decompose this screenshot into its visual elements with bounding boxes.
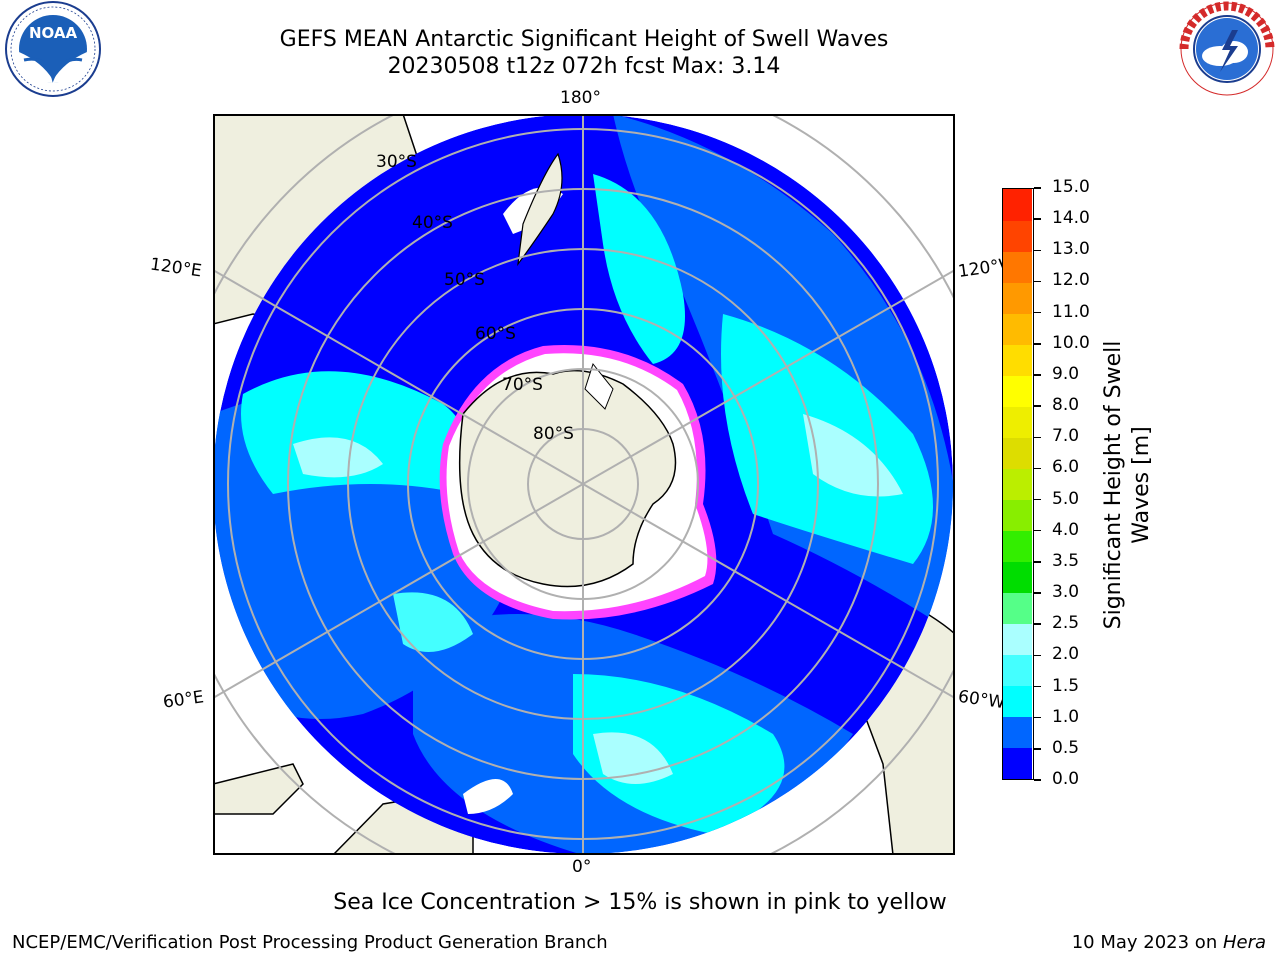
colorbar-tick-label: 1.0 — [1052, 706, 1080, 727]
colorbar-segment — [1003, 220, 1032, 252]
colorbar-tick-mark — [1034, 529, 1041, 532]
lat-label-70s: 70°S — [502, 375, 543, 395]
ocean-cyan-west — [241, 371, 470, 494]
lat-label-50s: 50°S — [444, 270, 485, 290]
colorbar-tick-label: 15.0 — [1052, 177, 1090, 197]
colorbar-tick-label: 4.0 — [1052, 519, 1080, 540]
colorbar-tick-label: 0.5 — [1052, 737, 1080, 758]
colorbar-tick-mark — [1034, 779, 1041, 781]
ocean-light-patch-1 — [293, 437, 383, 478]
colorbar-tick-mark — [1034, 498, 1041, 501]
ocean-cyan-south — [573, 674, 785, 834]
colorbar-tick-mark — [1034, 748, 1041, 750]
colorbar-segment — [1003, 654, 1032, 686]
colorbar-tick-label: 6.0 — [1052, 457, 1080, 478]
colorbar-segment — [1003, 561, 1032, 593]
map-frame — [213, 114, 955, 855]
colorbar-tick-mark — [1034, 623, 1041, 625]
colorbar-tick-label: 5.0 — [1052, 488, 1080, 509]
colorbar-segment — [1003, 499, 1032, 531]
footer-machine: Hera — [1222, 932, 1266, 953]
colorbar-segment — [1003, 685, 1032, 717]
colorbar-tick-label: 3.5 — [1052, 550, 1080, 571]
colorbar-tick-mark — [1034, 343, 1041, 345]
ocean-cyan-north — [593, 174, 685, 364]
colorbar-segment — [1003, 623, 1032, 655]
colorbar-tick-mark — [1034, 280, 1041, 283]
lon-label-60e: 60°E — [161, 687, 206, 713]
colorbar-segment — [1003, 468, 1032, 500]
polar-map — [213, 114, 955, 855]
colorbar-tick-mark — [1034, 436, 1041, 438]
colorbar-tick-label: 11.0 — [1052, 301, 1090, 322]
colorbar-tick-mark — [1034, 592, 1041, 594]
colorbar-tick-mark — [1034, 405, 1041, 407]
colorbar-tick-label: 7.0 — [1052, 426, 1080, 447]
longitude-grid — [213, 114, 955, 855]
colorbar-tick-mark — [1034, 187, 1041, 189]
colorbar-tick-mark — [1034, 654, 1041, 657]
lon-label-60w: 60°W — [956, 686, 1007, 714]
colorbar-segment — [1003, 437, 1032, 469]
colorbar-segment — [1003, 189, 1032, 221]
ocean-light-patch-4 — [393, 592, 473, 652]
colorbar-tick-label: 12.0 — [1052, 270, 1090, 291]
chart-subtitle: 20230508 t12z 072h fcst Max: 3.14 — [387, 54, 781, 79]
colorbar-segment — [1003, 716, 1032, 748]
lat-label-80s: 80°S — [533, 424, 574, 444]
colorbar-tick-label: 1.5 — [1052, 675, 1080, 696]
colorbar-tick-mark — [1034, 311, 1041, 314]
colorbar-segment — [1003, 406, 1032, 438]
footer-date: 10 May 2023 on Hera — [1072, 932, 1266, 953]
colorbar-tick-label: 2.5 — [1052, 613, 1080, 634]
colorbar-segment — [1003, 592, 1032, 624]
colorbar-segment — [1003, 313, 1032, 345]
sea-ice-note: Sea Ice Concentration > 15% is shown in … — [333, 890, 947, 915]
colorbar — [1002, 188, 1034, 780]
colorbar-tick-label: 9.0 — [1052, 363, 1080, 384]
new-zealand — [517, 152, 563, 267]
colorbar-tick-mark — [1034, 716, 1041, 719]
colorbar-tick-label: 8.0 — [1052, 395, 1080, 416]
colorbar-segment — [1003, 747, 1032, 779]
colorbar-tick-label: 10.0 — [1052, 332, 1090, 353]
lat-label-40s: 40°S — [412, 213, 453, 233]
nws-logo-icon — [1179, 1, 1275, 96]
lon-label-0: 0° — [572, 857, 592, 877]
colorbar-tick-mark — [1034, 218, 1041, 220]
lat-label-60s: 60°S — [475, 324, 516, 344]
colorbar-tick-mark — [1034, 249, 1041, 252]
colorbar-tick-mark — [1034, 374, 1041, 376]
colorbar-segment — [1003, 344, 1032, 376]
colorbar-label: Significant Height of Swell Waves [m] — [1101, 340, 1154, 630]
colorbar-tick-mark — [1034, 467, 1041, 470]
lon-label-180: 180° — [560, 88, 601, 108]
missing-data-south — [463, 779, 513, 814]
colorbar-segment — [1003, 251, 1032, 283]
colorbar-tick-label: 2.0 — [1052, 644, 1080, 665]
noaa-logo-icon: NOAA — [5, 1, 101, 97]
ross-ice-shelf — [584, 362, 614, 410]
lon-label-120e: 120°E — [148, 254, 203, 282]
footer-date-text: 10 May 2023 on — [1071, 932, 1223, 953]
colorbar-tick-label: 3.0 — [1052, 582, 1080, 603]
lat-label-30s: 30°S — [376, 152, 417, 172]
colorbar-ticks: 0.0 0.5 1.0 1.5 2.0 2.5 3.0 3.5 4.0 5.0 6.0 7.0 8.0 9… — [1034, 0, 1114, 960]
colorbar-tick-label: 13.0 — [1052, 239, 1090, 260]
colorbar-segment — [1003, 375, 1032, 407]
chart-title: GEFS MEAN Antarctic Significant Height o… — [279, 27, 889, 52]
colorbar-tick-label: 14.0 — [1052, 208, 1090, 229]
footer-credit: NCEP/EMC/Verification Post Processing Pr… — [12, 932, 608, 953]
noaa-logo-text: NOAA — [29, 24, 78, 42]
colorbar-tick-mark — [1034, 685, 1041, 688]
colorbar-segment — [1003, 530, 1032, 562]
colorbar-tick-label: 0.0 — [1052, 769, 1080, 789]
colorbar-segment — [1003, 282, 1032, 314]
colorbar-tick-mark — [1034, 561, 1041, 563]
